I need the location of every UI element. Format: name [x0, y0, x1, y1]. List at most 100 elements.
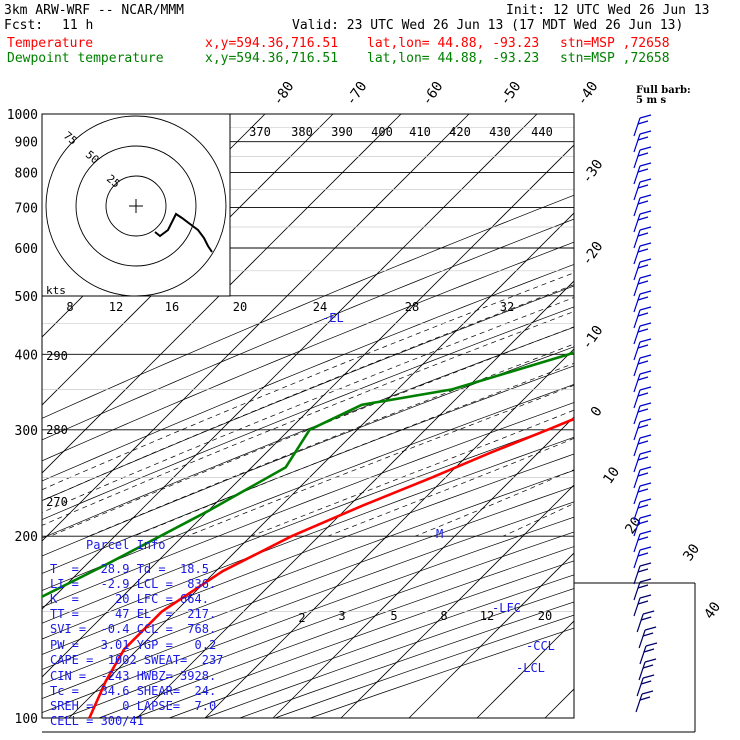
chart-header: 3km ARW-WRF -- NCAR/MMM Init: 12 UTC Wed…	[0, 0, 740, 75]
dry-adiabat	[42, 436, 574, 640]
moist-adiabat	[50, 326, 574, 537]
legend-temperature: Temperature	[7, 36, 94, 51]
temperature-label: -60	[419, 79, 447, 109]
dry-adiabat	[42, 453, 574, 655]
wind-barb-flag	[639, 402, 652, 407]
wind-barb-staff	[633, 165, 641, 185]
pressure-label: 200	[15, 530, 38, 545]
wind-barb-staff	[633, 565, 641, 585]
wind-barb-flag	[637, 296, 649, 301]
dewpoint-profile	[42, 351, 574, 599]
wind-barb-flag	[637, 408, 649, 413]
wind-barb-flag	[642, 674, 655, 679]
wind-barb-staff	[633, 261, 641, 281]
level-marker-m: M	[436, 527, 443, 541]
wind-barb-staff	[633, 373, 641, 393]
moist-adiabat	[42, 297, 574, 513]
wind-barb-flag	[645, 642, 658, 647]
wind-barb-flag	[644, 658, 657, 663]
hodograph-ring	[75, 145, 197, 267]
moist-adiabat	[327, 437, 574, 537]
theta-label: 270	[46, 495, 68, 509]
pressure-label: 1000	[7, 108, 38, 123]
dry-adiabat	[42, 241, 574, 462]
wind-barb-flag	[637, 328, 649, 333]
wind-barb-staff	[633, 501, 641, 521]
theta-label: 370	[249, 125, 271, 139]
wind-barb-flag	[639, 562, 652, 567]
parcel-row: LI = -2.9 LCL = 836.	[50, 577, 217, 591]
dry-adiabat	[42, 306, 574, 521]
wind-barb-staff	[633, 133, 641, 153]
wind-barb-staff	[633, 197, 641, 217]
speed-label: 16	[165, 300, 179, 314]
wind-barb-flag	[637, 360, 649, 365]
valid-time: Valid: 23 UTC Wed 26 Jun 13 (17 MDT Wed …	[292, 18, 684, 33]
theta-label: 390	[331, 125, 353, 139]
speed-label: 24	[313, 300, 327, 314]
hodograph-ring	[105, 175, 167, 237]
theta-label: 290	[46, 349, 68, 363]
pressure-label: 900	[15, 136, 38, 151]
wind-barb-staff	[633, 437, 641, 457]
legend-dewpoint-latlon: lat,lon= 44.88, -93.23	[367, 51, 540, 66]
wind-barb-flag	[639, 578, 652, 583]
wind-barb-staff	[633, 581, 641, 601]
wind-barb-flag	[637, 552, 649, 557]
wind-barb-flag	[637, 168, 649, 173]
wind-barb-staff	[633, 325, 641, 345]
isotherm	[681, 114, 740, 718]
speed-label: 20	[233, 300, 247, 314]
wind-barb-flag	[642, 664, 654, 669]
wind-barb-staff	[633, 181, 641, 201]
mixing-ratio-label: 12	[480, 609, 494, 623]
wind-barb-staff	[633, 517, 641, 537]
wind-barb-staff	[633, 341, 641, 361]
temperature-label: 30	[680, 541, 703, 564]
mixing-ratio-label: 20	[538, 609, 552, 623]
legend-temperature-xy: x,y=594.36,716.51	[205, 36, 339, 51]
dry-adiabat	[42, 365, 574, 574]
hodograph-units: kts	[46, 284, 66, 297]
wind-barb-flag	[639, 242, 652, 247]
dry-adiabat	[42, 326, 574, 539]
wind-barb-flag	[639, 450, 652, 455]
mixing-ratio-label: 2	[298, 611, 305, 625]
wind-barb-flag	[640, 680, 652, 685]
temperature-label: -20	[579, 239, 607, 269]
wind-barb-flag	[637, 456, 649, 461]
wind-barb-flag	[637, 232, 649, 237]
wind-barb-flag	[637, 568, 649, 573]
dry-adiabat	[204, 588, 574, 719]
parcel-row: CAPE = 1002 SWEAT= 237	[50, 653, 224, 667]
level-marker-lcl: -LCL	[516, 661, 545, 675]
wind-barb-staff	[633, 549, 641, 569]
wind-barb-flag	[639, 546, 652, 551]
wind-barb-flag	[639, 514, 652, 519]
wind-barb-flag	[637, 440, 649, 445]
wind-barb-staff	[633, 117, 641, 137]
profiles	[42, 351, 574, 719]
temperature-profile	[88, 417, 574, 719]
pressure-label: 400	[15, 348, 38, 363]
dry-adiabat	[169, 574, 574, 719]
wind-barb-flag	[637, 136, 649, 141]
wind-barb-staff	[633, 453, 641, 473]
parcel-row: TT = 47 EL = 217.	[50, 607, 217, 621]
level-marker-ccl: -CCL	[526, 639, 555, 653]
dry-adiabat	[42, 384, 574, 591]
wind-barb-flag	[639, 210, 652, 215]
wind-barb-flag	[639, 146, 652, 151]
legend-temperature-station: stn=MSP ,72658	[560, 36, 670, 51]
wind-barb-flag	[639, 162, 652, 167]
speed-label: 8	[66, 300, 73, 314]
parcel-row: PW = 3.01 YGP = 0.2	[50, 638, 217, 652]
wind-barb-flag	[639, 418, 652, 423]
wind-barb-flag	[639, 274, 652, 279]
moist-adiabat	[502, 503, 574, 537]
wind-barb-staff	[633, 597, 641, 617]
wind-barb-flag	[639, 354, 652, 359]
dry-adiabat	[42, 194, 574, 419]
